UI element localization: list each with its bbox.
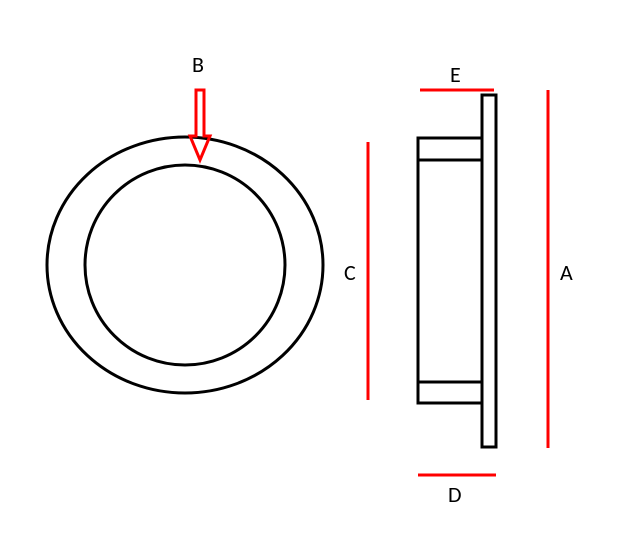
ring-outer (47, 137, 323, 393)
dim-label-e: E (450, 61, 461, 88)
side-barrel (418, 138, 482, 403)
dim-label-d: D (448, 481, 462, 508)
dim-label-b: B (192, 51, 204, 78)
dim-label-a: A (560, 259, 573, 286)
ring-inner (85, 165, 285, 365)
dim-arrow-b (190, 90, 210, 160)
side-flange (482, 95, 496, 447)
dim-label-c: C (344, 259, 356, 286)
